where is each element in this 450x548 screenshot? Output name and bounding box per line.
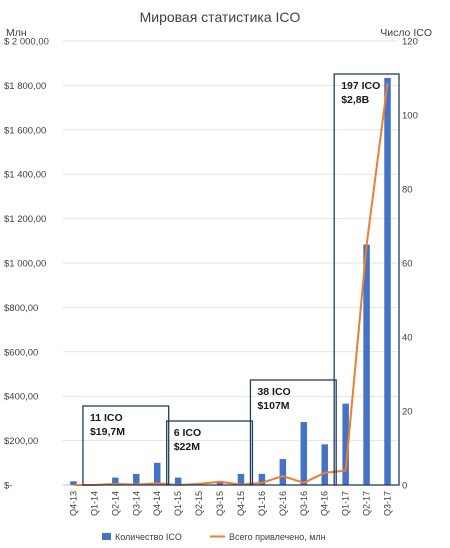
bar — [258, 473, 266, 485]
x-tick-label: Q3-17 — [383, 491, 393, 516]
x-tick-label: Q1-15 — [173, 491, 183, 516]
x-tick-label: Q3-15 — [215, 491, 225, 516]
legend-bar-swatch — [102, 533, 111, 540]
y-left-tick-label: $1 000,00 — [4, 259, 46, 270]
bar — [153, 462, 161, 485]
bar — [300, 422, 308, 485]
annotation-label: $107M — [257, 400, 289, 412]
y-left-tick-labels: $ 2 000,00 $1 800,00 $1 600,00 $1 400,00 $1 … — [4, 37, 49, 492]
annotation-boxes: 11 ICO $19,7M 6 ICO $22M 38 ICO $107M 197 ICO $… — [82, 73, 400, 486]
legend-label: Количество ICO — [115, 532, 182, 542]
y-right-tick-label: 80 — [402, 185, 413, 196]
y-left-tick-label: $200,00 — [4, 436, 38, 447]
bar — [70, 481, 77, 485]
bar — [216, 481, 224, 485]
x-tick-label: Q2-14 — [110, 491, 120, 516]
annotation-box — [249, 379, 337, 486]
y-right-tick-label: 40 — [402, 333, 413, 344]
y-right-axis-title: Число ICO — [380, 27, 432, 39]
x-tick-label: Q2-17 — [362, 491, 372, 516]
y-left-tick-label: $1 400,00 — [4, 170, 46, 181]
x-tick-label: Q4-16 — [320, 491, 330, 516]
y-right-tick-label: 100 — [402, 111, 418, 122]
y-right-tick-label: 20 — [402, 407, 413, 418]
bar — [237, 473, 245, 485]
x-tick-label: Q2-15 — [194, 491, 204, 516]
x-tick-label: Q4-14 — [152, 491, 162, 516]
annotation-label: $22M — [174, 441, 201, 453]
y-left-tick-label: $1 200,00 — [4, 214, 46, 225]
y-left-tick-label: $ 2 000,00 — [4, 37, 49, 48]
legend: Количество ICO Всего привлечено, млн — [102, 532, 326, 542]
x-tick-label: Q3-14 — [131, 491, 141, 516]
bar — [321, 444, 328, 485]
bar-series — [70, 78, 391, 485]
bar — [133, 473, 140, 485]
y-right-tick-labels: 120 100 80 60 40 20 0 — [402, 37, 418, 492]
bar — [342, 403, 349, 485]
x-tick-label: Q1-17 — [341, 491, 351, 516]
line-series — [73, 83, 389, 486]
annotation-label: $19,7M — [90, 426, 125, 438]
y-right-tick-label: 120 — [402, 37, 418, 48]
bar — [279, 459, 287, 485]
line-series-path — [73, 83, 389, 486]
chart-title: Мировая статистика ICO — [140, 9, 301, 25]
y-left-tick-label: $800,00 — [4, 303, 38, 314]
x-tick-label: Q2-16 — [278, 491, 288, 516]
bar — [112, 477, 119, 485]
y-left-axis-title: Млн — [6, 27, 27, 39]
annotation-label: 197 ICO — [341, 80, 380, 92]
legend-label: Всего привлечено, млн — [229, 532, 326, 542]
annotation-box — [166, 420, 254, 486]
annotation-box — [82, 405, 170, 486]
annotation-label: 6 ICO — [174, 427, 201, 439]
annotation-box — [333, 73, 400, 486]
x-tick-label: Q4-13 — [68, 491, 78, 516]
y-left-tick-label: $400,00 — [4, 392, 38, 403]
y-left-tick-label: $- — [4, 481, 12, 492]
bar — [174, 477, 182, 485]
y-left-tick-label: $1 600,00 — [4, 125, 46, 136]
y-right-tick-label: 0 — [402, 481, 407, 492]
annotation-label: $2,8B — [341, 94, 369, 106]
x-tick-label: Q3-16 — [299, 491, 309, 516]
x-tick-label: Q4-15 — [236, 491, 246, 516]
y-right-tick-label: 60 — [402, 259, 413, 270]
annotation-label: 11 ICO — [90, 412, 123, 424]
x-tick-label: Q1-14 — [89, 491, 99, 516]
annotation-label: 38 ICO — [257, 386, 290, 398]
x-tick-label: Q1-16 — [257, 491, 267, 516]
x-tick-labels: Q4-13 Q1-14 Q2-14 Q3-14 Q4-14 Q1-15 Q2-15 Q3-15… — [68, 491, 392, 516]
bar — [384, 78, 391, 485]
y-left-tick-label: $1 800,00 — [4, 81, 46, 92]
y-left-tick-label: $600,00 — [4, 347, 38, 358]
bar — [363, 244, 370, 485]
